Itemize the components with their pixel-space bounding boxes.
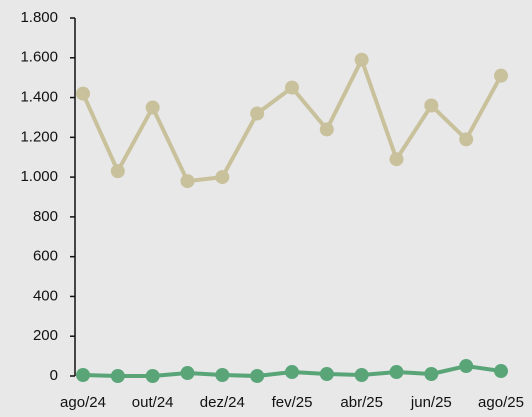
data-point (389, 365, 404, 380)
data-point (319, 122, 334, 137)
data-point (494, 364, 508, 379)
data-point (319, 367, 334, 382)
data-point (76, 368, 90, 383)
data-point (145, 369, 160, 383)
data-point (354, 368, 369, 383)
y-tick-label: 0 (50, 367, 58, 384)
data-point (215, 170, 230, 185)
y-tick-label: 200 (33, 327, 58, 344)
data-point (494, 68, 508, 83)
x-tick-label: ago/24 (60, 394, 106, 411)
x-tick-label: abr/25 (340, 394, 383, 411)
data-point (180, 174, 195, 189)
y-tick-label: 400 (33, 287, 58, 304)
data-point (354, 52, 369, 67)
data-point (389, 152, 404, 167)
data-point (459, 359, 474, 374)
x-tick-label: ago/25 (478, 394, 524, 411)
x-tick-label: dez/24 (200, 394, 245, 411)
y-tick-label: 1.000 (20, 168, 58, 185)
data-point (459, 132, 474, 147)
y-tick-label: 1.200 (20, 128, 58, 145)
data-point (250, 106, 265, 121)
y-tick-label: 600 (33, 248, 58, 265)
data-point (110, 164, 125, 179)
data-point (285, 80, 299, 95)
x-tick-label: jun/25 (410, 394, 452, 411)
data-point (215, 368, 230, 383)
data-point (110, 369, 125, 383)
x-tick-label: out/24 (132, 394, 174, 411)
data-point (424, 367, 439, 382)
data-point (180, 366, 195, 381)
series-line (81, 57, 503, 184)
y-tick-label: 1.600 (20, 49, 58, 66)
data-point (285, 365, 299, 380)
data-point (145, 100, 160, 115)
data-point (76, 86, 90, 101)
data-point (424, 98, 439, 113)
data-point (250, 369, 265, 383)
y-tick-label: 800 (33, 208, 58, 225)
y-tick-label: 1.400 (20, 89, 58, 106)
x-tick-label: fev/25 (272, 394, 313, 411)
y-tick-label: 1.800 (20, 9, 58, 26)
